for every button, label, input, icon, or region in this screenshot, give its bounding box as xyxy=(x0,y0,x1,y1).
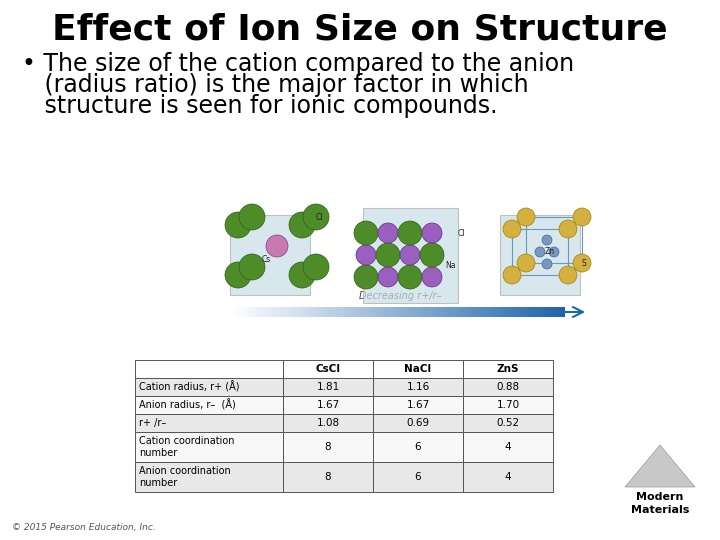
Text: r+ /r–: r+ /r– xyxy=(139,418,166,428)
Polygon shape xyxy=(625,445,695,487)
Text: Cl: Cl xyxy=(316,213,323,221)
Text: 4: 4 xyxy=(505,442,511,452)
Circle shape xyxy=(354,221,378,245)
Bar xyxy=(463,378,553,396)
Text: Anion coordination
number: Anion coordination number xyxy=(139,466,230,488)
Text: 0.69: 0.69 xyxy=(406,418,430,428)
Circle shape xyxy=(239,254,265,280)
Text: S: S xyxy=(582,259,587,267)
Circle shape xyxy=(549,247,559,257)
Circle shape xyxy=(289,262,315,288)
Bar xyxy=(135,462,283,492)
Bar xyxy=(283,462,373,492)
Bar xyxy=(135,396,283,414)
Text: 6: 6 xyxy=(415,472,421,482)
Text: Effect of Ion Size on Structure: Effect of Ion Size on Structure xyxy=(52,13,668,47)
Bar xyxy=(463,360,553,378)
Bar xyxy=(463,432,553,462)
Bar xyxy=(230,215,310,295)
Text: Na: Na xyxy=(445,260,456,269)
Bar xyxy=(373,396,463,414)
Text: Cation radius, r+ (Å): Cation radius, r+ (Å) xyxy=(139,381,240,393)
Circle shape xyxy=(303,204,329,230)
Circle shape xyxy=(559,266,577,284)
Circle shape xyxy=(542,235,552,245)
Circle shape xyxy=(378,267,398,287)
Bar xyxy=(362,207,457,302)
Text: Materials: Materials xyxy=(631,505,689,515)
Text: © 2015 Pearson Education, Inc.: © 2015 Pearson Education, Inc. xyxy=(12,523,156,532)
Text: 4: 4 xyxy=(505,472,511,482)
Text: 1.08: 1.08 xyxy=(316,418,340,428)
Circle shape xyxy=(517,254,535,272)
Circle shape xyxy=(573,208,591,226)
Bar xyxy=(373,462,463,492)
Text: 6: 6 xyxy=(415,442,421,452)
Circle shape xyxy=(376,243,400,267)
Text: 1.16: 1.16 xyxy=(406,382,430,392)
Text: Anion radius, r–  (Å): Anion radius, r– (Å) xyxy=(139,399,235,411)
Text: structure is seen for ionic compounds.: structure is seen for ionic compounds. xyxy=(22,94,498,118)
Text: 1.81: 1.81 xyxy=(316,382,340,392)
Bar xyxy=(283,396,373,414)
Circle shape xyxy=(559,220,577,238)
Text: 1.67: 1.67 xyxy=(316,400,340,410)
Text: CsCl: CsCl xyxy=(315,364,341,374)
Bar xyxy=(373,432,463,462)
Circle shape xyxy=(239,204,265,230)
Circle shape xyxy=(422,223,442,243)
Bar xyxy=(135,378,283,396)
Text: 0.88: 0.88 xyxy=(496,382,520,392)
Bar xyxy=(373,378,463,396)
Circle shape xyxy=(303,254,329,280)
Circle shape xyxy=(225,262,251,288)
Text: 1.67: 1.67 xyxy=(406,400,430,410)
Text: Zn: Zn xyxy=(545,247,555,256)
Text: Cation coordination
number: Cation coordination number xyxy=(139,436,235,458)
Text: 1.70: 1.70 xyxy=(496,400,520,410)
Circle shape xyxy=(503,220,521,238)
Bar xyxy=(283,432,373,462)
Bar xyxy=(135,414,283,432)
Text: Cs: Cs xyxy=(262,255,271,265)
Circle shape xyxy=(517,208,535,226)
Bar xyxy=(373,414,463,432)
Circle shape xyxy=(535,247,545,257)
Text: Cl: Cl xyxy=(458,228,466,238)
Bar xyxy=(135,360,283,378)
Bar xyxy=(373,360,463,378)
Text: Modern: Modern xyxy=(636,492,684,502)
Bar xyxy=(283,378,373,396)
Circle shape xyxy=(420,243,444,267)
Text: 0.52: 0.52 xyxy=(496,418,520,428)
Circle shape xyxy=(266,235,288,257)
Circle shape xyxy=(398,265,422,289)
Bar xyxy=(500,215,580,295)
Circle shape xyxy=(400,245,420,265)
Bar xyxy=(463,414,553,432)
Circle shape xyxy=(422,267,442,287)
Text: • The size of the cation compared to the anion: • The size of the cation compared to the… xyxy=(22,52,574,76)
Circle shape xyxy=(542,259,552,269)
Text: ZnS: ZnS xyxy=(497,364,519,374)
Circle shape xyxy=(503,266,521,284)
Circle shape xyxy=(378,223,398,243)
Bar xyxy=(283,414,373,432)
Bar xyxy=(463,396,553,414)
Circle shape xyxy=(225,212,251,238)
Text: NaCl: NaCl xyxy=(405,364,431,374)
Circle shape xyxy=(354,265,378,289)
Circle shape xyxy=(356,245,376,265)
Circle shape xyxy=(398,221,422,245)
Bar xyxy=(283,360,373,378)
Circle shape xyxy=(573,254,591,272)
Bar xyxy=(135,432,283,462)
Circle shape xyxy=(289,212,315,238)
Text: 8: 8 xyxy=(325,442,331,452)
Text: 8: 8 xyxy=(325,472,331,482)
Bar xyxy=(463,462,553,492)
Text: Decreasing r+/r–: Decreasing r+/r– xyxy=(359,291,441,301)
Text: (radius ratio) is the major factor in which: (radius ratio) is the major factor in wh… xyxy=(22,73,528,97)
